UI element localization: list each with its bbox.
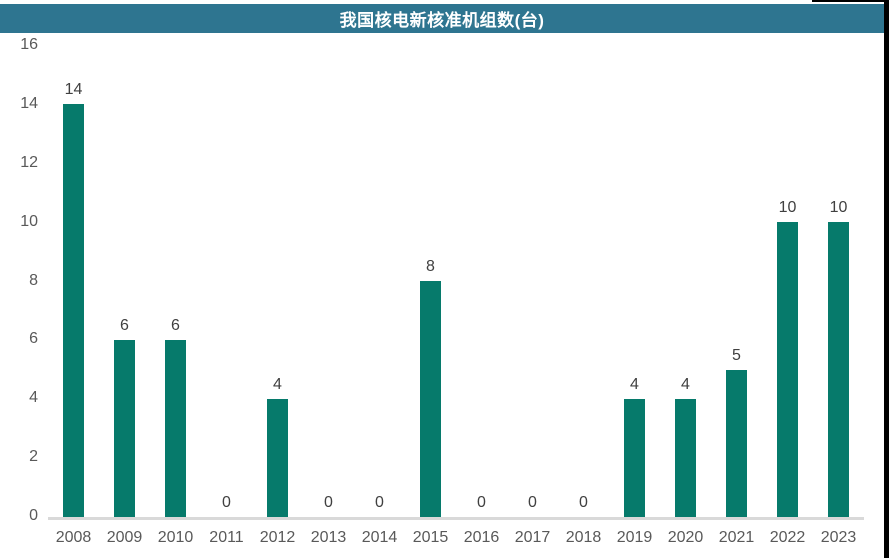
x-axis: 2008 2009 2010 2011 2012 2013 2014 2015 2016 2017… bbox=[48, 529, 864, 547]
x-axis-label: 2017 bbox=[514, 529, 551, 546]
bar bbox=[63, 104, 84, 517]
bar-column: 8 bbox=[405, 45, 456, 517]
chart-title: 我国核电新核准机组数(台) bbox=[339, 11, 545, 30]
y-tick-label: 12 bbox=[20, 153, 38, 171]
x-axis-label: 2018 bbox=[565, 529, 602, 546]
bar bbox=[420, 281, 441, 517]
bar-value-label: 6 bbox=[120, 317, 129, 334]
bar-column: 0 bbox=[354, 45, 405, 517]
bar-value-label: 8 bbox=[426, 258, 435, 275]
x-axis-label: 2023 bbox=[820, 529, 857, 546]
bar-value-label: 10 bbox=[829, 199, 848, 216]
y-tick-label: 14 bbox=[20, 94, 38, 112]
bar-column: 0 bbox=[558, 45, 609, 517]
y-tick-label: 8 bbox=[29, 271, 38, 289]
x-axis-label: 2014 bbox=[361, 529, 398, 546]
x-axis-label: 2021 bbox=[718, 529, 755, 546]
bar-value-label: 0 bbox=[477, 494, 486, 511]
plot-area: 14 6 6 0 4 0 0 8 0 0 0 4 4 5 10 10 bbox=[48, 45, 864, 520]
bar-column: 4 bbox=[660, 45, 711, 517]
bar-column: 10 bbox=[762, 45, 813, 517]
y-tick-label: 2 bbox=[29, 448, 38, 466]
x-axis-label: 2012 bbox=[259, 529, 296, 546]
bar-column: 0 bbox=[456, 45, 507, 517]
y-tick-label: 10 bbox=[20, 212, 38, 230]
bar bbox=[675, 399, 696, 517]
bar bbox=[267, 399, 288, 517]
bar bbox=[165, 340, 186, 517]
x-axis-label: 2019 bbox=[616, 529, 653, 546]
bar-column: 6 bbox=[150, 45, 201, 517]
bar-column: 5 bbox=[711, 45, 762, 517]
bar-column: 14 bbox=[48, 45, 99, 517]
bar-column: 10 bbox=[813, 45, 864, 517]
bar bbox=[828, 222, 849, 517]
x-axis-label: 2016 bbox=[463, 529, 500, 546]
bar-value-label: 14 bbox=[64, 81, 83, 98]
bar bbox=[114, 340, 135, 517]
x-axis-label: 2010 bbox=[157, 529, 194, 546]
x-axis-label: 2009 bbox=[106, 529, 143, 546]
screenshot-top-border bbox=[812, 0, 889, 2]
bar bbox=[624, 399, 645, 517]
bar-column: 0 bbox=[303, 45, 354, 517]
bar-value-label: 4 bbox=[273, 376, 282, 393]
bar-value-label: 0 bbox=[528, 494, 537, 511]
bar-column: 6 bbox=[99, 45, 150, 517]
x-axis-label: 2013 bbox=[310, 529, 347, 546]
x-axis-label: 2011 bbox=[209, 529, 244, 546]
screenshot-right-border bbox=[884, 0, 889, 558]
bar bbox=[726, 369, 747, 517]
bar-column: 0 bbox=[201, 45, 252, 517]
bar-column: 4 bbox=[609, 45, 660, 517]
bar-value-label: 6 bbox=[171, 317, 180, 334]
x-axis-label: 2015 bbox=[412, 529, 449, 546]
y-tick-label: 0 bbox=[29, 507, 38, 524]
bar-column: 4 bbox=[252, 45, 303, 517]
bar-value-label: 4 bbox=[681, 376, 690, 393]
x-axis-label: 2020 bbox=[667, 529, 704, 546]
y-tick-label: 16 bbox=[20, 36, 38, 53]
x-axis-label: 2008 bbox=[55, 529, 92, 546]
chart-title-bar: 我国核电新核准机组数(台) bbox=[0, 4, 884, 33]
bar-value-label: 0 bbox=[324, 494, 333, 511]
bar-value-label: 0 bbox=[579, 494, 588, 511]
bar-value-label: 0 bbox=[222, 494, 231, 511]
bar-value-label: 0 bbox=[375, 494, 384, 511]
y-axis: 16 14 12 10 8 6 4 2 0 bbox=[0, 36, 38, 525]
bar-value-label: 5 bbox=[732, 346, 741, 364]
x-axis-label: 2022 bbox=[769, 529, 806, 546]
y-tick-label: 4 bbox=[29, 389, 38, 407]
bar-value-label: 10 bbox=[778, 199, 797, 216]
y-tick-label: 6 bbox=[29, 330, 38, 348]
bar-value-label: 4 bbox=[630, 376, 639, 393]
bar bbox=[777, 222, 798, 517]
bar-column: 0 bbox=[507, 45, 558, 517]
